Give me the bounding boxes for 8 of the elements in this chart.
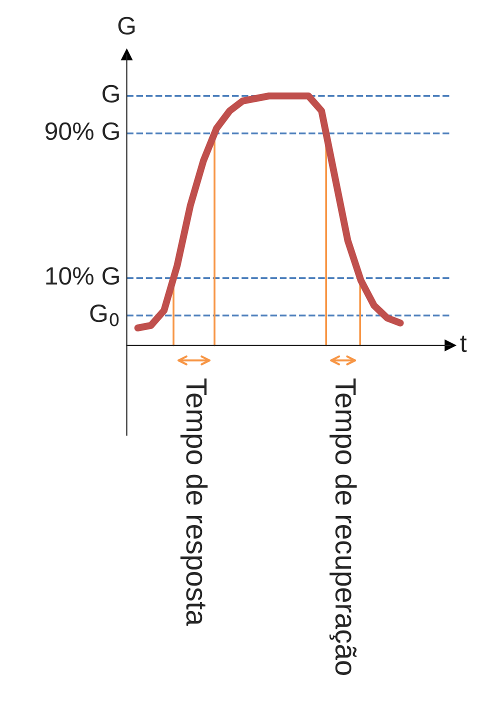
ref-line-label: 90% G bbox=[45, 122, 119, 140]
y-axis-title: G bbox=[118, 16, 135, 35]
x-axis-title: t bbox=[460, 336, 467, 352]
ref-line-label: G$_{0}$ bbox=[90, 304, 119, 326]
ref-line-label: 10% G bbox=[46, 267, 119, 285]
text: Tempo de resposta bbox=[180, 378, 208, 626]
ref-line-label: G bbox=[102, 84, 119, 103]
text: Tempo de recuperação bbox=[329, 378, 357, 675]
